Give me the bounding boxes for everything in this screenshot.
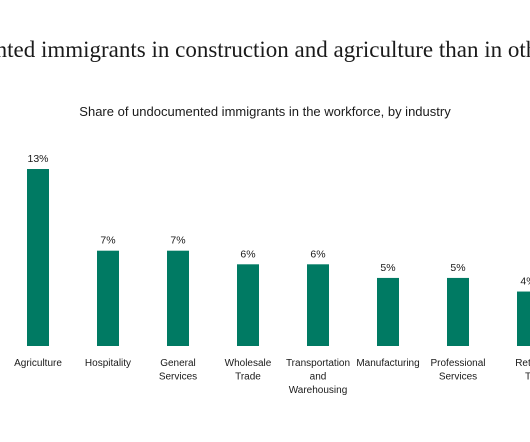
tick-label-retail-t: RetailT — [515, 358, 530, 383]
bar-value-label-hospitality: 7% — [100, 235, 115, 247]
bar-value-label-agriculture: 13% — [27, 153, 48, 165]
tick-label-general-services: General Services — [159, 358, 197, 383]
bar-value-label-professional-services: 5% — [450, 262, 465, 274]
bar-value-label-manufacturing: 5% — [380, 262, 395, 274]
bar-hospitality — [97, 250, 119, 346]
tick-label-professional-services: Professional Services — [430, 358, 485, 383]
bar-value-label-general-services: 7% — [170, 235, 185, 247]
chart-title: Share of undocumented immigrants in the … — [79, 104, 451, 119]
bar-value-label-transportation-and-warehousing: 6% — [310, 248, 325, 260]
bar-transportation-and-warehousing — [307, 264, 329, 346]
bar-value-label-wholesale-trade: 6% — [240, 248, 255, 260]
bar-retail-t — [517, 291, 530, 346]
tick-label-wholesale-trade: Wholesale Trade — [225, 358, 272, 383]
bar-manufacturing — [377, 277, 399, 346]
bar-general-services — [167, 250, 189, 346]
tick-label-hospitality: Hospitality — [85, 358, 131, 369]
tick-label-agriculture: Agriculture — [14, 358, 62, 369]
bar-value-label-retail-t: 4% — [520, 276, 530, 288]
bar-professional-services — [447, 277, 469, 346]
bar-wholesale-trade — [237, 264, 259, 346]
bar-agriculture — [27, 169, 49, 346]
tick-label-transportation-and-warehousing: Transportation and Warehousing — [286, 358, 350, 396]
headline: umented immigrants in construction and a… — [0, 37, 530, 62]
tick-label-manufacturing: Manufacturing — [356, 358, 419, 369]
